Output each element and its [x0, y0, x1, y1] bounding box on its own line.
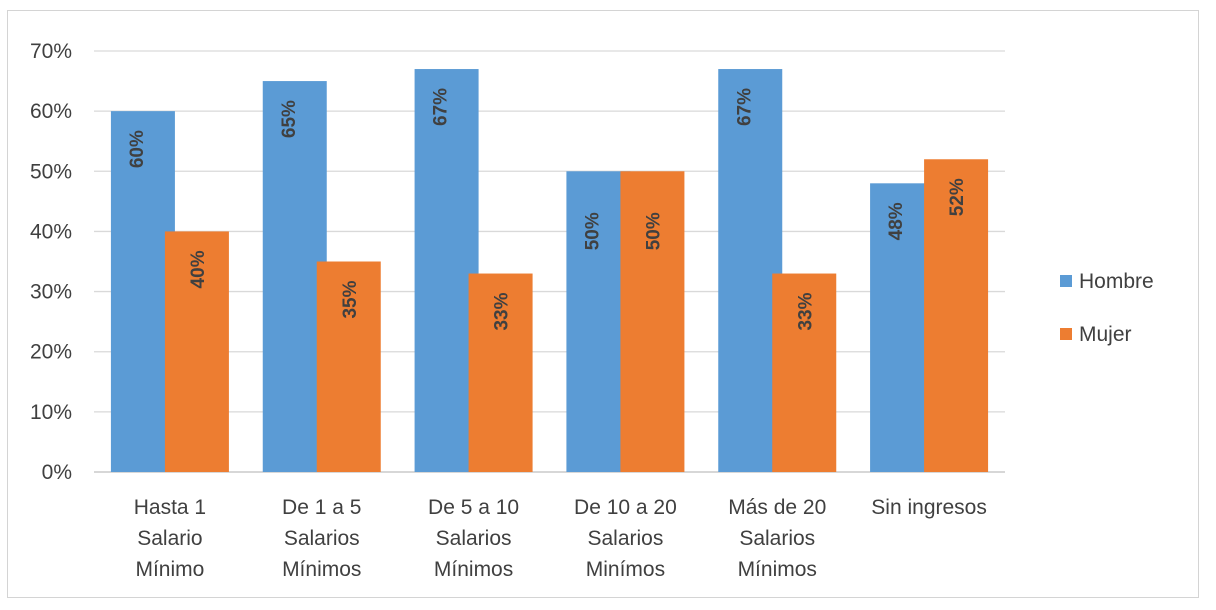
data-label: 65%: [279, 100, 300, 138]
x-category-label: De 1 a 5: [282, 496, 361, 519]
x-category-label: Mínimos: [434, 558, 513, 581]
x-category-label: Salario: [137, 527, 202, 550]
y-tick-label: 60%: [30, 100, 72, 123]
data-label: 52%: [947, 178, 968, 216]
data-label: 60%: [127, 130, 148, 168]
data-label: 48%: [886, 202, 907, 240]
y-tick-label: 0%: [42, 461, 72, 484]
legend-label-hombre: Hombre: [1079, 270, 1154, 293]
bar-hombre: [262, 81, 327, 473]
bar-mujer: [316, 261, 381, 472]
data-label: 67%: [734, 88, 755, 126]
legend-swatch-mujer: [1060, 328, 1072, 340]
bar-hombre: [566, 171, 631, 473]
y-tick-label: 10%: [30, 401, 72, 424]
data-label: 40%: [188, 250, 209, 288]
data-label: 50%: [643, 212, 664, 250]
x-category-label: Salarios: [739, 527, 815, 550]
x-category-label: Salarios: [436, 527, 512, 550]
bar-hombre: [870, 183, 935, 473]
data-label: 50%: [582, 212, 603, 250]
x-category-label: Salarios: [587, 527, 663, 550]
y-tick-label: 40%: [30, 220, 72, 243]
bar-mujer: [924, 159, 989, 472]
x-category-label: Minímos: [586, 558, 665, 581]
bar-hombre: [414, 69, 479, 473]
data-label: 35%: [340, 280, 361, 318]
data-label: 33%: [492, 292, 513, 330]
x-category-label: Salarios: [284, 527, 360, 550]
data-label: 67%: [431, 88, 452, 126]
bar-mujer: [772, 273, 837, 472]
bar-mujer: [164, 231, 229, 472]
y-tick-label: 50%: [30, 160, 72, 183]
y-tick-label: 70%: [30, 40, 72, 63]
x-category-label: Mínimo: [135, 558, 204, 581]
x-category-label: De 5 a 10: [428, 496, 519, 519]
bar-hombre: [718, 69, 783, 473]
x-category-label: Mínimos: [282, 558, 361, 581]
x-category-label: Más de 20: [728, 496, 826, 519]
x-category-label: Sin ingresos: [871, 496, 987, 519]
x-category-label: De 10 a 20: [574, 496, 677, 519]
data-label: 33%: [795, 292, 816, 330]
legend-swatch-hombre: [1060, 275, 1072, 287]
y-tick-label: 30%: [30, 281, 72, 304]
y-tick-label: 20%: [30, 341, 72, 364]
bar-mujer: [468, 273, 533, 472]
bar-hombre: [110, 111, 175, 473]
x-category-label: Hasta 1: [134, 496, 206, 519]
legend-label-mujer: Mujer: [1079, 323, 1132, 346]
bar-mujer: [620, 171, 685, 473]
x-category-label: Mínimos: [738, 558, 817, 581]
